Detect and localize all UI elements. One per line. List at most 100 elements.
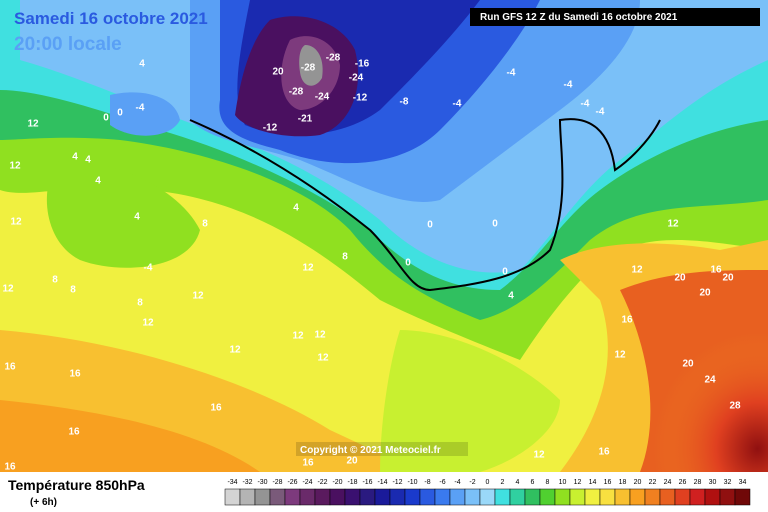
- legend-label: -32: [242, 479, 252, 486]
- contour-label: 12: [142, 318, 154, 329]
- legend-label: 28: [694, 479, 702, 486]
- legend-swatch: [539, 488, 556, 506]
- legend-label: 8: [546, 479, 550, 486]
- legend-swatch: [449, 488, 466, 506]
- contour-label: 12: [27, 119, 39, 130]
- contour-label: 12: [614, 350, 626, 361]
- contour-label: -4: [507, 68, 516, 79]
- copyright-box: [296, 442, 468, 456]
- legend-label: 26: [679, 479, 687, 486]
- contour-label: 16: [210, 403, 222, 414]
- contour-label: 12: [9, 161, 21, 172]
- legend-swatch: [224, 488, 241, 506]
- contour-label: 16: [4, 362, 16, 373]
- legend-label: 18: [619, 479, 627, 486]
- legend-label: -12: [392, 479, 402, 486]
- contour-label: -28: [301, 63, 316, 74]
- legend-swatch: [434, 488, 451, 506]
- contour-label: -4: [136, 103, 145, 114]
- legend-swatch: [239, 488, 256, 506]
- contour-label: 4: [134, 212, 140, 223]
- legend-label: -20: [332, 479, 342, 486]
- contour-label: 16: [621, 315, 633, 326]
- contour-label: 8: [202, 219, 208, 230]
- contour-label: 20: [272, 67, 284, 78]
- contour-label: 12: [317, 353, 329, 364]
- legend-label: -8: [424, 479, 430, 486]
- contour-label: 12: [302, 263, 314, 274]
- contour-label: 4: [139, 59, 145, 70]
- legend-label: -24: [302, 479, 312, 486]
- legend-label: -4: [454, 479, 460, 486]
- contour-label: 0: [405, 258, 411, 269]
- contour-label: 4: [72, 152, 78, 163]
- contour-label: -16: [355, 59, 370, 70]
- legend-swatch: [644, 488, 661, 506]
- legend-swatch: [734, 488, 751, 506]
- contour-label: 4: [85, 155, 91, 166]
- map-background: [0, 0, 768, 472]
- contour-label: -12: [263, 123, 278, 134]
- legend-swatch: [254, 488, 271, 506]
- legend-swatch: [569, 488, 586, 506]
- legend-swatch: [659, 488, 676, 506]
- contour-label: 16: [4, 462, 16, 473]
- legend-label: -6: [439, 479, 445, 486]
- legend-label: -28: [272, 479, 282, 486]
- legend-swatch: [374, 488, 391, 506]
- legend-swatch: [584, 488, 601, 506]
- contour-label: -4: [596, 107, 605, 118]
- contour-label: 12: [229, 345, 241, 356]
- contour-label: 12: [533, 450, 545, 461]
- contour-label: 20: [699, 288, 711, 299]
- contour-label: 4: [293, 203, 299, 214]
- legend-swatch: [509, 488, 526, 506]
- legend-label: -16: [362, 479, 372, 486]
- contour-label: -21: [298, 114, 313, 125]
- contour-label: 16: [598, 447, 610, 458]
- contour-label: 0: [427, 220, 433, 231]
- footer-title: Température 850hPa: [8, 477, 145, 493]
- legend-swatch: [629, 488, 646, 506]
- run-box: [470, 8, 760, 26]
- contour-label: -24: [349, 73, 364, 84]
- legend-label: 6: [531, 479, 535, 486]
- legend-label: 12: [574, 479, 582, 486]
- contour-label: 8: [342, 252, 348, 263]
- contour-label: 8: [70, 285, 76, 296]
- run-title: Run GFS 12 Z du Samedi 16 octobre 2021: [480, 12, 678, 23]
- legend-label: 14: [589, 479, 597, 486]
- legend-label: 0: [486, 479, 490, 486]
- legend-label: -18: [347, 479, 357, 486]
- contour-label: -8: [400, 97, 409, 108]
- contour-label: 12: [10, 217, 22, 228]
- contour-label: 0: [492, 219, 498, 230]
- date-title: Samedi 16 octobre 2021: [14, 9, 208, 28]
- copyright: Copyright © 2021 Meteociel.fr: [300, 445, 441, 456]
- contour-label: 0: [502, 267, 508, 278]
- legend-label: -10: [407, 479, 417, 486]
- legend-swatch: [329, 488, 346, 506]
- contour-label: 16: [69, 369, 81, 380]
- contour-label: -4: [144, 263, 153, 274]
- legend-swatch: [314, 488, 331, 506]
- contour-label: 16: [68, 427, 80, 438]
- contour-label: 20: [674, 273, 686, 284]
- contour-label: -28: [289, 87, 304, 98]
- legend-label: -22: [317, 479, 327, 486]
- legend-label: -26: [287, 479, 297, 486]
- contour-label: 16: [710, 265, 722, 276]
- legend-swatch: [524, 488, 541, 506]
- legend-label: 22: [649, 479, 657, 486]
- legend-swatch: [389, 488, 406, 506]
- contour-label: 12: [667, 219, 679, 230]
- legend-swatch: [464, 488, 481, 506]
- contour-label: 20: [722, 273, 734, 284]
- contour-label: 12: [292, 331, 304, 342]
- contour-label: 12: [2, 284, 14, 295]
- contour-label: -4: [581, 99, 590, 110]
- contour-label: 28: [729, 401, 741, 412]
- contour-label: 0: [103, 113, 109, 124]
